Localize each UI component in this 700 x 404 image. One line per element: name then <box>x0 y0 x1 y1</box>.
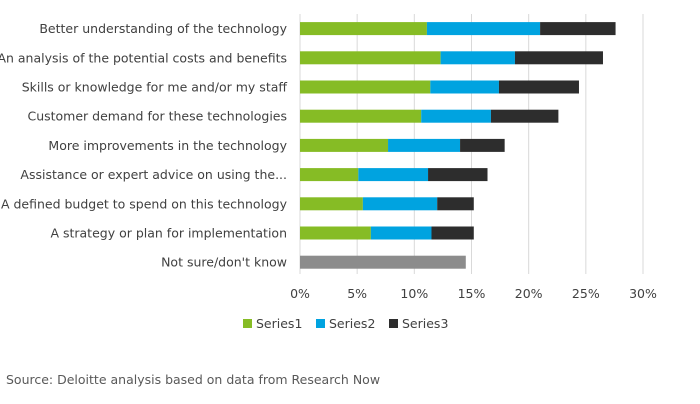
bar-series2 <box>440 51 515 65</box>
bar-series1 <box>300 197 363 211</box>
category-label: Skills or knowledge for me and/or my sta… <box>22 80 288 95</box>
bar-series1 <box>300 80 431 94</box>
x-tick-label: 15% <box>458 286 486 301</box>
legend-swatch <box>243 319 252 328</box>
x-tick-label: 20% <box>515 286 543 301</box>
bar-series3 <box>498 80 579 94</box>
category-label: An analysis of the potential costs and b… <box>0 50 287 65</box>
bar-series3 <box>431 226 474 240</box>
category-label: A defined budget to spend on this techno… <box>1 196 288 211</box>
bar-series2 <box>370 226 432 240</box>
bar-series1 <box>300 168 359 182</box>
legend-label: Series3 <box>402 316 448 331</box>
bar-series1 <box>300 109 422 123</box>
x-tick-label: 0% <box>290 286 310 301</box>
bar-series2 <box>426 22 541 36</box>
bar-series3 <box>428 168 488 182</box>
bar-series2 <box>362 197 438 211</box>
bar-series2 <box>388 138 461 152</box>
bar-series1 <box>300 138 389 152</box>
bar-series1 <box>300 22 427 36</box>
bar-series2 <box>430 80 499 94</box>
legend-label: Series2 <box>329 316 375 331</box>
bar-series3 <box>540 22 616 36</box>
category-label: Customer demand for these technologies <box>27 109 287 124</box>
category-label: Assistance or expert advice on using the… <box>20 167 287 182</box>
x-tick-label: 10% <box>400 286 428 301</box>
category-label: Not sure/don't know <box>161 255 287 270</box>
bar-not-sure <box>300 255 466 269</box>
category-label: More improvements in the technology <box>48 138 287 153</box>
x-tick-label: 25% <box>572 286 600 301</box>
bar-series1 <box>300 226 371 240</box>
legend-swatch <box>389 319 398 328</box>
x-tick-label: 5% <box>347 286 367 301</box>
bar-series2 <box>358 168 429 182</box>
bar-series1 <box>300 51 441 65</box>
bar-series3 <box>514 51 603 65</box>
bar-series3 <box>460 138 505 152</box>
bar-series3 <box>437 197 474 211</box>
source-note: Source: Deloitte analysis based on data … <box>6 372 381 387</box>
category-label: Better understanding of the technology <box>39 21 287 36</box>
bar-series3 <box>490 109 559 123</box>
x-tick-label: 30% <box>629 286 657 301</box>
category-label: A strategy or plan for implementation <box>50 226 287 241</box>
bar-series2 <box>421 109 491 123</box>
legend-swatch <box>316 319 325 328</box>
legend-label: Series1 <box>256 316 302 331</box>
